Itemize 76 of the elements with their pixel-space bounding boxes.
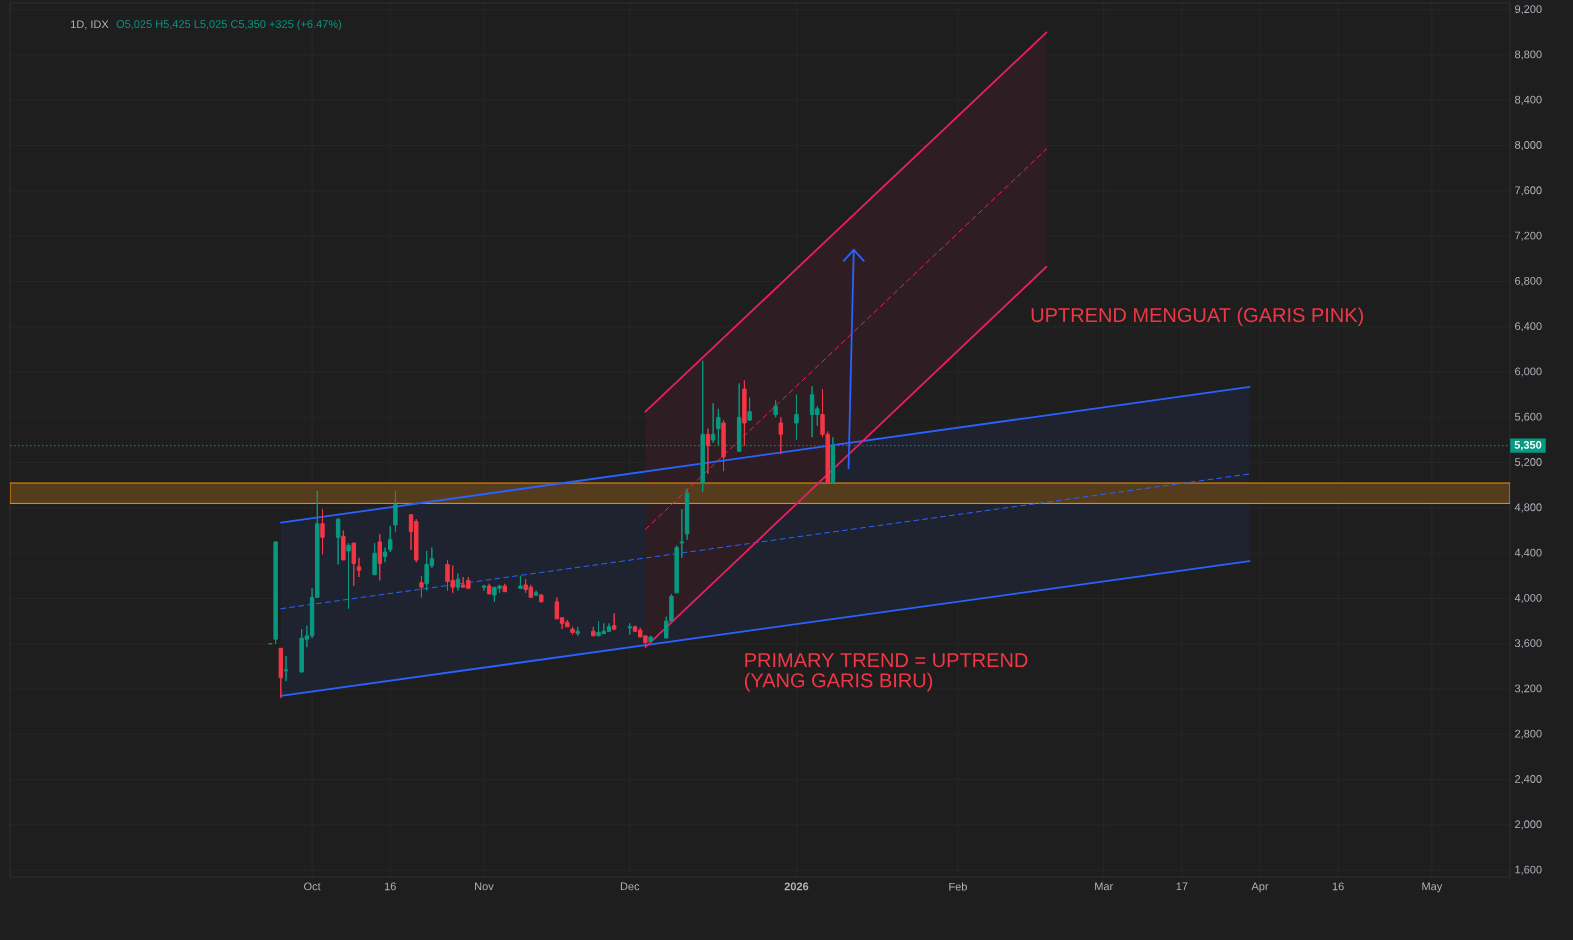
y-tick-label: 2,800 <box>1515 729 1542 739</box>
y-tick-label: 9,200 <box>1515 5 1542 15</box>
y-tick-label: 8,400 <box>1515 95 1542 105</box>
candlestick <box>351 542 356 587</box>
y-tick-label: 4,000 <box>1514 593 1542 604</box>
candlestick <box>455 573 461 592</box>
candlestick <box>502 583 508 593</box>
annotation: PRIMARY TREND = UPTREND <box>745 653 1028 668</box>
annotation: UPTREND MENGUAT (GARIS PINK) <box>1031 307 1364 327</box>
y-tick-label: 6,400 <box>1515 322 1542 332</box>
candlestick <box>611 612 617 631</box>
candlestick <box>721 419 726 472</box>
y-tick-label: 6,800 <box>1515 276 1542 287</box>
candlestick <box>341 530 346 561</box>
x-tick-label: May <box>1422 882 1443 893</box>
candlestick <box>273 541 278 645</box>
candlestick <box>648 635 653 643</box>
x-tick-label: 2026 <box>784 882 809 891</box>
y-tick-label: 3,600 <box>1514 639 1542 649</box>
x-tick-label: Feb <box>949 882 967 891</box>
candlestick <box>377 533 383 581</box>
candlestick <box>419 575 424 598</box>
candlestick <box>533 590 539 597</box>
candlestick <box>518 575 523 589</box>
candlestick <box>742 380 747 447</box>
candlestick <box>710 402 716 444</box>
candlestick <box>627 622 633 636</box>
y-tick-label: 6,000 <box>1515 367 1542 377</box>
x-tick-label: 17 <box>1176 882 1188 891</box>
annotation: (YANG GARIS BIRU) <box>744 672 933 692</box>
candlestick <box>486 583 492 595</box>
ref-line-label: 5,350 <box>1514 440 1542 451</box>
y-tick-label: 7,600 <box>1515 186 1542 196</box>
candlestick <box>346 542 351 610</box>
y-tick-label: 4,400 <box>1514 548 1542 558</box>
y-tick-label: 2,400 <box>1515 775 1542 785</box>
x-tick-label: Oct <box>304 882 321 891</box>
y-tick-label: 7,200 <box>1515 231 1542 241</box>
candlestick <box>387 525 393 553</box>
y-tick-label: 4,800 <box>1514 503 1542 513</box>
y-tick-label: 5,200 <box>1514 458 1542 468</box>
candlestick <box>705 428 711 475</box>
y-tick-label: 8,800 <box>1515 50 1542 60</box>
candlestick <box>356 557 362 578</box>
x-tick-label: 16 <box>384 882 396 891</box>
candlestick <box>570 626 575 636</box>
y-tick-label: 8,000 <box>1515 141 1542 151</box>
candlestick <box>539 593 544 603</box>
candlestick <box>591 626 596 637</box>
candlestick <box>372 542 377 576</box>
candlestick <box>773 399 778 418</box>
x-tick-label: Mar <box>1095 882 1114 891</box>
candlestick <box>335 517 341 566</box>
candlestick <box>684 488 690 541</box>
text: 1D, IDX <box>71 20 109 30</box>
x-tick-label: Nov <box>475 882 494 891</box>
candlestick <box>320 508 325 555</box>
candlestick <box>747 397 752 421</box>
candlestick <box>674 544 679 594</box>
candlestick <box>778 416 784 455</box>
candlestick <box>278 647 284 699</box>
y-tick-label: 2,000 <box>1515 820 1542 830</box>
candlestick <box>794 394 799 441</box>
x-tick-label: Apr <box>1251 882 1269 893</box>
candlestick <box>575 626 580 637</box>
candlestick <box>393 490 398 533</box>
candlestick <box>481 584 487 592</box>
y-tick-label: 1,600 <box>1515 865 1542 875</box>
candlestick <box>679 508 685 559</box>
x-tick-label: Dec <box>620 882 640 891</box>
text: O5,025 H5,425 L5,025 C5,350 +325 (+6.47%) <box>116 19 342 31</box>
candlestick <box>382 547 388 563</box>
y-tick-label: 3,200 <box>1514 684 1542 694</box>
candlestick <box>283 655 289 682</box>
x-tick-label: 16 <box>1332 882 1344 891</box>
y-tick-label: 5,600 <box>1514 412 1542 422</box>
